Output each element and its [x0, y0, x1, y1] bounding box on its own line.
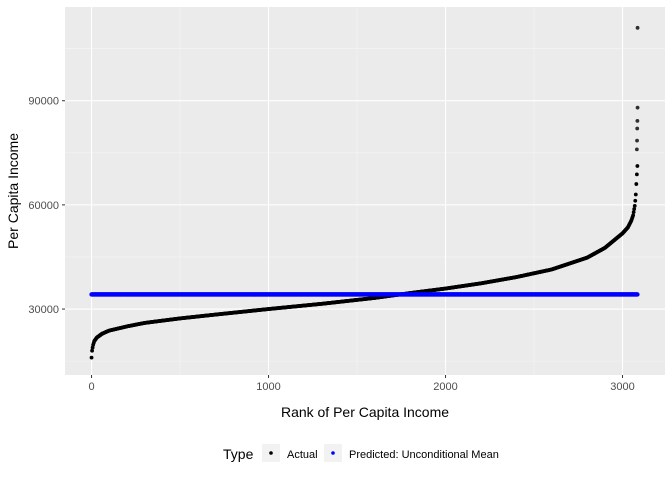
actual-point-max — [635, 25, 640, 30]
grid — [65, 7, 665, 375]
actual-point — [634, 172, 639, 177]
x-tick-label: 3000 — [610, 381, 634, 393]
actual-point — [89, 355, 94, 360]
x-tick-label: 1000 — [256, 381, 280, 393]
actual-point — [635, 138, 639, 143]
actual-point — [633, 192, 638, 197]
legend-label-predicted: Predicted: Unconditional Mean — [349, 449, 499, 461]
actual-point — [632, 204, 637, 208]
actual-point — [90, 348, 94, 353]
actual-point — [635, 118, 640, 123]
legend-label-actual: Actual — [287, 449, 318, 461]
actual-point — [633, 198, 638, 203]
legend-title: Type — [223, 446, 254, 462]
y-tick-label: 90000 — [28, 96, 59, 108]
y-axis-title: Per Capita Income — [5, 133, 21, 249]
actual-series — [89, 25, 640, 360]
y-tick-label: 60000 — [28, 200, 59, 212]
legend-key-predicted-dot — [331, 451, 335, 455]
y-tick-label: 30000 — [28, 304, 59, 316]
legend-key-actual-dot — [269, 451, 273, 455]
plot-panel — [65, 7, 665, 375]
actual-point — [635, 164, 640, 168]
axes: 0 1000 2000 3000 30000 60000 90000 — [28, 96, 634, 393]
actual-point — [635, 105, 640, 110]
predicted-point — [635, 292, 640, 297]
x-axis-title: Rank of Per Capita Income — [281, 404, 449, 420]
legend: Type Actual Predicted: Unconditional Mea… — [223, 444, 499, 462]
actual-point — [631, 213, 636, 218]
actual-point — [635, 126, 640, 131]
actual-point — [634, 182, 639, 186]
actual-point — [632, 207, 637, 211]
predicted-series — [89, 292, 640, 297]
actual-point — [631, 210, 636, 215]
x-tick-label: 2000 — [433, 381, 457, 393]
x-tick-label: 0 — [88, 381, 94, 393]
actual-point — [634, 147, 639, 152]
